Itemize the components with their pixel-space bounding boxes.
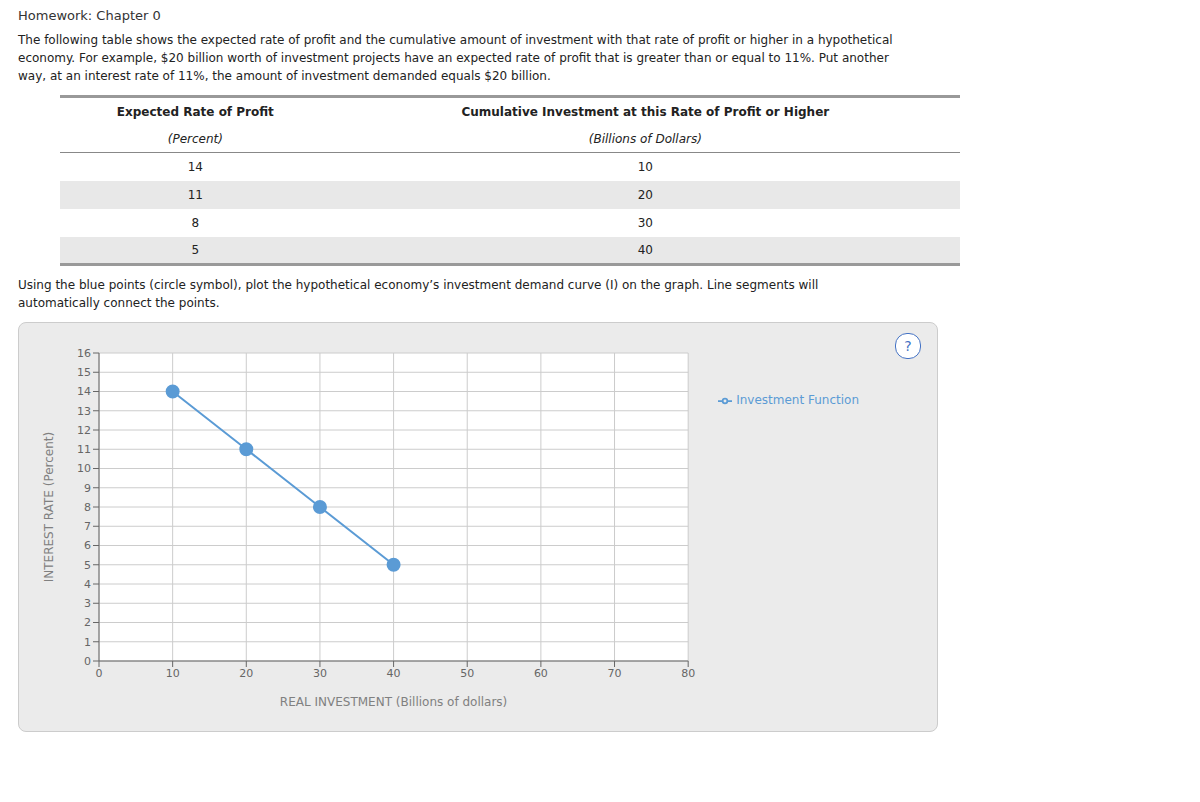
svg-text:60: 60 [534, 667, 548, 680]
html-text:Using the blue points (circle: Using the blue points (circle symbol), p… [18, 278, 819, 292]
svg-text:0: 0 [96, 667, 103, 680]
html-text:Expected Rate of Profit: Expected Rate of Profit [116, 105, 274, 120]
svg-text:9: 9 [84, 482, 91, 495]
svg-text:5: 5 [84, 559, 91, 572]
svg-text:8: 8 [84, 501, 91, 514]
svg-text:15: 15 [77, 366, 91, 379]
svg-text:30: 30 [313, 667, 327, 680]
svg-text:6: 6 [84, 539, 91, 552]
svg-text:REAL INVESTMENT (Billions of d: REAL INVESTMENT (Billions of dollars) [280, 695, 507, 709]
html-text:40: 40 [637, 242, 653, 257]
html-text:automatically connect the poin: automatically connect the points. [18, 296, 220, 310]
html-text:10: 10 [637, 159, 653, 174]
svg-text:16: 16 [77, 347, 91, 360]
html-text:20: 20 [637, 187, 653, 202]
html-text:11: 11 [187, 187, 203, 202]
html-text:economy. For example, $20 bill: economy. For example, $20 billion worth … [18, 51, 889, 65]
svg-text:14: 14 [77, 385, 91, 398]
svg-text:50: 50 [460, 667, 474, 680]
html-text:Homework: Chapter 0: Homework: Chapter 0 [18, 8, 161, 23]
svg-text:3: 3 [84, 597, 91, 610]
svg-text:11: 11 [77, 443, 91, 456]
svg-text:40: 40 [387, 667, 401, 680]
svg-text:20: 20 [239, 667, 253, 680]
html-text:(Billions of Dollars): (Billions of Dollars) [588, 132, 702, 147]
svg-text:80: 80 [681, 667, 695, 680]
svg-text:INTEREST RATE (Percent): INTEREST RATE (Percent) [42, 432, 56, 582]
html-text:14: 14 [187, 159, 203, 174]
svg-text:7: 7 [84, 520, 91, 533]
svg-text:12: 12 [77, 424, 91, 437]
svg-text:0: 0 [84, 655, 91, 668]
svg-text:1: 1 [84, 636, 91, 649]
svg-text:4: 4 [84, 578, 91, 591]
html-text:5: 5 [191, 242, 200, 257]
svg-text:10: 10 [77, 462, 91, 475]
html-text:Cumulative Investment at this: Cumulative Investment at this Rate of Pr… [461, 105, 830, 120]
html-text:8: 8 [191, 215, 200, 230]
html-text:30: 30 [637, 215, 653, 230]
svg-text:70: 70 [608, 667, 622, 680]
svg-text:2: 2 [84, 616, 91, 629]
svg-text:10: 10 [166, 667, 180, 680]
html-text:The following table shows the: The following table shows the expected r… [18, 33, 893, 47]
html-text:way, at an interest rate of 11: way, at an interest rate of 11%, the amo… [18, 69, 551, 83]
html-text:(Percent): (Percent) [167, 132, 223, 147]
html-text:Investment Function: Investment Function [736, 393, 859, 407]
svg-text:13: 13 [77, 405, 91, 418]
